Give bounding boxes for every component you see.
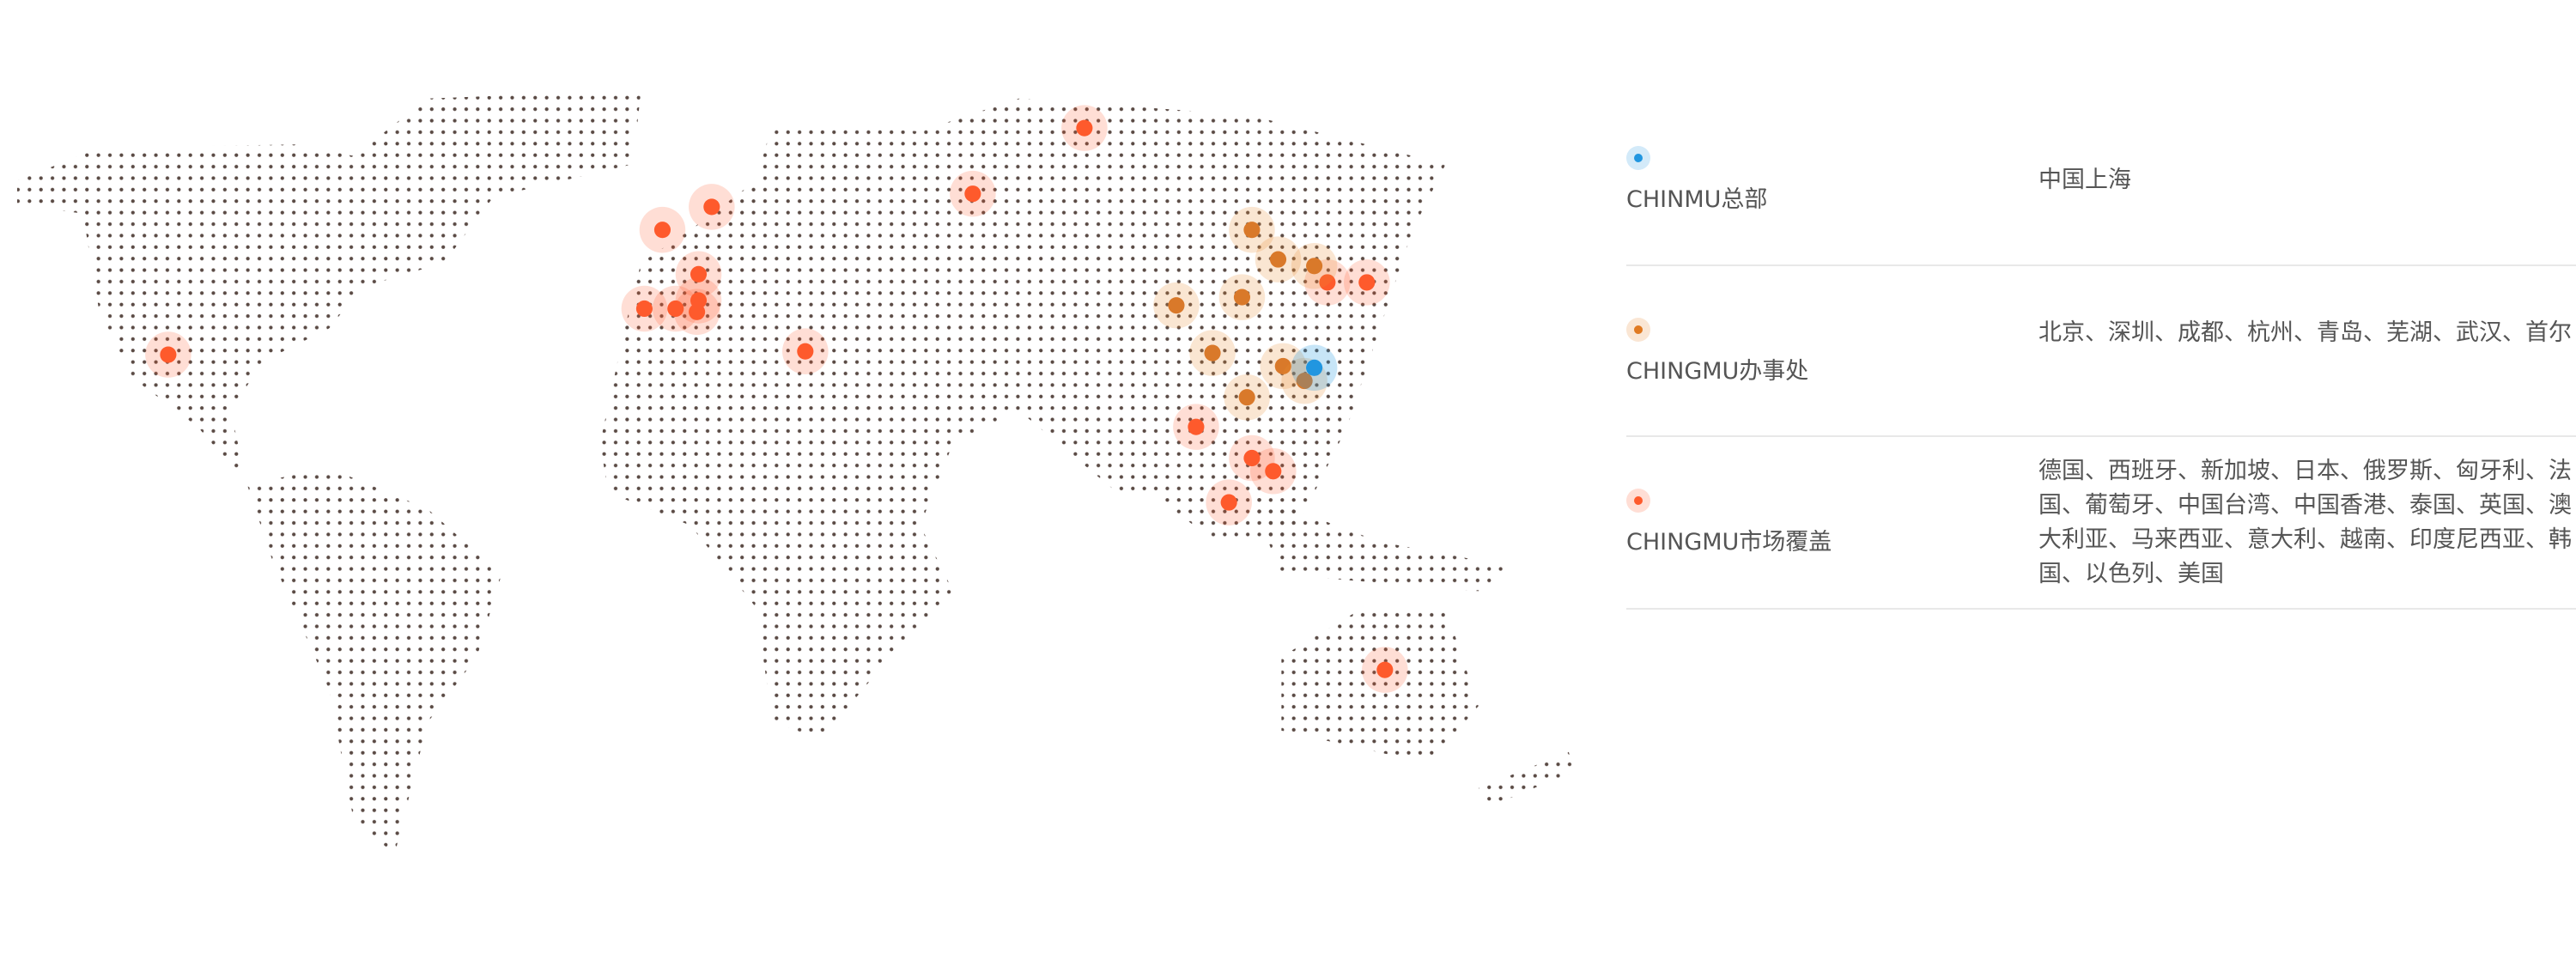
markers	[145, 105, 1408, 693]
market-marker	[653, 222, 671, 239]
hq-icon	[1626, 146, 1650, 170]
market-marker	[1319, 274, 1336, 291]
market-marker	[689, 303, 706, 320]
hq-marker	[1306, 359, 1323, 376]
market-marker	[797, 343, 814, 360]
office-marker	[1296, 373, 1313, 390]
continents	[16, 90, 1574, 854]
market-marker	[1358, 274, 1376, 291]
legend-row: CHINGMU办事处 北京、深圳、成都、杭州、青岛、芜湖、武汉、首尔	[1626, 266, 2576, 437]
market-marker	[667, 300, 684, 318]
legend-label: CHINGMU市场覆盖	[1626, 529, 1832, 556]
office-marker	[1243, 222, 1261, 239]
legend-label: CHINGMU办事处	[1626, 358, 1809, 385]
legend-value: 德国、西班牙、新加坡、日本、俄罗斯、匈牙利、法国、葡萄牙、中国台湾、中国香港、泰…	[2038, 458, 2572, 587]
market-marker	[1188, 418, 1205, 435]
office-marker	[1306, 258, 1323, 275]
market-marker	[160, 346, 177, 363]
legend-value: 中国上海	[2038, 167, 2131, 193]
office-marker	[1238, 389, 1255, 406]
market-marker	[690, 265, 708, 282]
office-marker	[1269, 251, 1287, 268]
office-marker	[1274, 357, 1291, 374]
market-marker	[1376, 661, 1394, 678]
legend-row: CHINMU总部 中国上海	[1626, 129, 2576, 266]
office-marker	[1233, 289, 1251, 306]
market-marker	[964, 185, 981, 203]
market-marker	[1076, 119, 1093, 137]
market-marker	[1243, 449, 1261, 467]
office-marker	[1204, 344, 1221, 361]
market-icon	[1626, 489, 1650, 513]
legend-value: 北京、深圳、成都、杭州、青岛、芜湖、武汉、首尔	[2038, 319, 2572, 346]
market-marker	[1220, 494, 1237, 511]
legend-label: CHINMU总部	[1626, 186, 1768, 213]
market-marker	[703, 198, 720, 216]
office-icon	[1626, 318, 1650, 342]
market-marker	[1265, 463, 1282, 480]
legend-row: CHINGMU市场覆盖 德国、西班牙、新加坡、日本、俄罗斯、匈牙利、法国、葡萄牙…	[1626, 437, 2576, 610]
market-marker	[635, 300, 653, 318]
office-marker	[1168, 297, 1185, 314]
